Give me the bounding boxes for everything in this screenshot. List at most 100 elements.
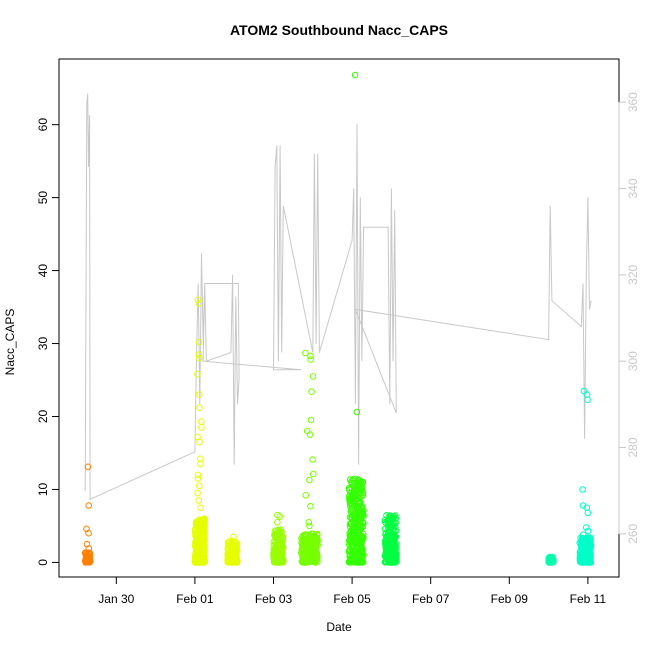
- data-point: [309, 456, 316, 463]
- data-point: [351, 516, 359, 523]
- data-point: [230, 533, 237, 541]
- x-tick-label: Feb 11: [570, 592, 607, 606]
- data-point: [586, 537, 594, 544]
- data-point: [197, 548, 204, 556]
- x-tick-label: Feb 05: [333, 592, 371, 606]
- data-point: [390, 513, 398, 520]
- data-point: [358, 485, 366, 493]
- data-point: [195, 300, 203, 307]
- y-tick-label: 50: [36, 191, 50, 205]
- data-point: [351, 512, 358, 519]
- data-point: [584, 557, 592, 564]
- data-point: [277, 548, 285, 556]
- data-point: [311, 534, 319, 542]
- y2-tick-label: 320: [626, 265, 640, 285]
- data-point: [276, 513, 284, 520]
- data-point: [272, 530, 280, 537]
- x-tick-label: Feb 07: [412, 592, 450, 606]
- data-point: [229, 559, 236, 566]
- data-point: [231, 555, 238, 562]
- data-point: [278, 537, 285, 545]
- y2-tick-label: 300: [626, 351, 640, 371]
- data-point: [200, 559, 208, 566]
- data-point: [306, 522, 313, 530]
- data-point: [196, 547, 203, 554]
- data-point: [196, 391, 203, 398]
- data-point: [233, 540, 241, 548]
- y-tick-label: 0: [36, 559, 50, 566]
- data-point: [347, 555, 354, 562]
- data-point: [273, 559, 281, 566]
- data-point: [306, 431, 314, 439]
- data-point: [304, 539, 311, 547]
- data-point: [579, 486, 586, 493]
- data-point: [302, 559, 310, 566]
- data-point: [382, 553, 390, 560]
- data-point: [351, 71, 359, 79]
- data-point: [345, 493, 353, 500]
- data-point: [354, 517, 361, 524]
- y-axis-right: 260 280 300 320 340 360: [618, 92, 640, 544]
- point-cluster: [576, 387, 595, 566]
- x-axis: Jan 30 Feb 01 Feb 03 Feb 05 Feb 07 Feb 09 Feb …: [98, 576, 607, 606]
- data-point: [360, 534, 367, 542]
- data-point: [347, 496, 354, 504]
- data-point: [584, 509, 592, 517]
- y-axis-label: Nacc_CAPS: [3, 309, 17, 376]
- point-cluster: [224, 533, 241, 566]
- data-point: [307, 502, 314, 510]
- data-point: [584, 396, 591, 404]
- data-point: [359, 559, 366, 566]
- data-point: [308, 553, 315, 561]
- data-point: [390, 553, 398, 560]
- data-point: [194, 518, 201, 525]
- data-point: [579, 541, 586, 549]
- data-point: [312, 552, 320, 560]
- data-point: [358, 503, 366, 510]
- data-point: [382, 544, 390, 552]
- y2-tick-label: 260: [626, 524, 640, 544]
- data-point: [192, 548, 200, 556]
- y-tick-label: 30: [36, 337, 50, 351]
- data-point: [199, 541, 206, 549]
- line-series: [84, 93, 592, 501]
- data-point: [85, 529, 92, 537]
- data-point: [299, 532, 307, 540]
- data-point: [230, 551, 237, 558]
- data-point: [357, 554, 365, 562]
- data-point: [198, 418, 205, 425]
- data-point: [360, 519, 367, 527]
- data-point: [382, 548, 390, 556]
- x-tick-label: Feb 03: [255, 592, 293, 606]
- data-point: [345, 558, 353, 566]
- point-cluster: [345, 71, 367, 566]
- data-point: [198, 424, 205, 431]
- data-point: [307, 416, 315, 424]
- data-point: [354, 476, 362, 483]
- data-point: [308, 388, 315, 396]
- data-point: [197, 504, 204, 512]
- data-point: [382, 537, 389, 545]
- data-point: [389, 556, 396, 563]
- series-line: [84, 93, 592, 501]
- data-point: [347, 527, 355, 535]
- point-cluster: [381, 512, 400, 566]
- data-point: [195, 338, 203, 346]
- data-point: [578, 537, 586, 545]
- point-series: [81, 71, 595, 566]
- data-point: [302, 492, 310, 499]
- data-point: [356, 524, 364, 532]
- plot-frame: [58, 58, 620, 578]
- data-point: [196, 482, 203, 490]
- data-point: [550, 556, 557, 563]
- data-point: [84, 463, 92, 471]
- x-tick-label: Jan 30: [98, 592, 134, 606]
- data-point: [306, 476, 313, 484]
- data-point: [191, 552, 199, 560]
- point-cluster: [298, 349, 321, 566]
- point-cluster: [270, 511, 287, 566]
- data-point: [311, 542, 319, 550]
- data-point: [346, 476, 354, 483]
- data-point: [585, 558, 593, 566]
- data-point: [348, 500, 355, 507]
